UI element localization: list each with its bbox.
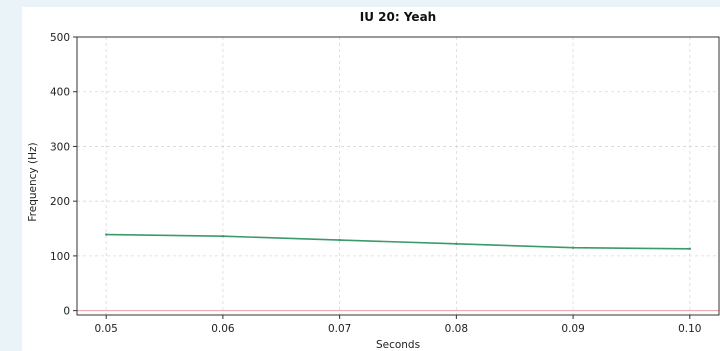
chart-title: IU 20: Yeah (360, 10, 436, 24)
x-tick-label: 0.10 (678, 323, 701, 335)
data-point (455, 242, 458, 246)
data-point (221, 234, 225, 238)
x-tick-label: 0.06 (211, 323, 235, 335)
y-tick-label: 100 (50, 251, 70, 263)
x-tick-label: 0.07 (328, 323, 351, 335)
data-point (571, 246, 575, 249)
y-tick-label: 0 (63, 306, 70, 318)
x-tick-label: 0.05 (94, 323, 117, 335)
y-tick-label: 300 (50, 141, 70, 153)
x-axis-title: Seconds (376, 339, 420, 351)
data-point (338, 238, 341, 242)
y-axis-title: Frequency (Hz) (27, 142, 39, 221)
x-tick-label: 0.08 (445, 323, 468, 335)
frequency-line-chart: IU 20: Yeah Seconds Frequency (Hz) 0.05 0… (27, 10, 720, 351)
x-tick-label: 0.09 (561, 323, 584, 335)
data-point (104, 233, 108, 236)
y-tick-label: 400 (50, 87, 70, 99)
series-line (106, 233, 690, 250)
plot-frame (76, 36, 720, 316)
y-tick-label: 500 (50, 32, 70, 44)
data-point (688, 247, 692, 250)
y-tick-label: 200 (50, 196, 70, 208)
chart-panel: IU 20: Yeah Seconds Frequency (Hz) 0.05 0… (22, 7, 720, 351)
